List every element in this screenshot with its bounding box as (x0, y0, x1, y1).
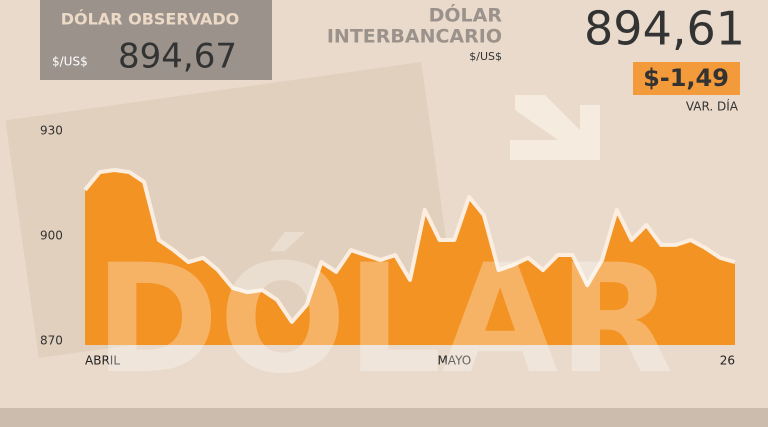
y-tick-label: 870 (40, 334, 63, 348)
variation-value: $-1,49 (643, 64, 729, 92)
observado-unit: $/US$ (52, 55, 88, 69)
x-tick-label: 26 (720, 354, 735, 368)
y-tick-label: 900 (40, 229, 63, 243)
interbancario-label: DÓLAR (429, 3, 503, 27)
interbancario-value: 894,61 (584, 2, 745, 56)
y-tick-label: 930 (40, 124, 63, 138)
watermark: DÓLAR (94, 232, 673, 407)
observado-value: 894,67 (118, 37, 237, 77)
variation-label: VAR. DÍA (686, 99, 739, 114)
observado-label: DÓLAR OBSERVADO (61, 10, 239, 29)
bottom-strip (0, 408, 768, 427)
interbancario-label: INTERBANCARIO (327, 26, 502, 48)
chart: DÓLAR OBSERVADO $/US$ 894,67 DÓLAR INTER… (0, 0, 768, 427)
interbancario-unit: $/US$ (469, 50, 502, 63)
